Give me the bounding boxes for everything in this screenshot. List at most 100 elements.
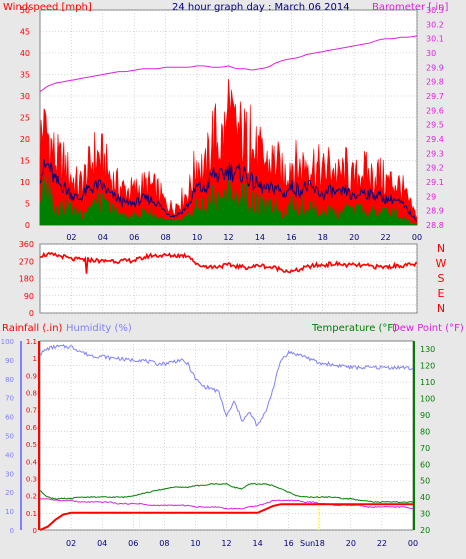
windspeed-tick-label: 45 xyxy=(20,28,30,37)
rainfall-tick-label: 0.6 xyxy=(26,424,38,432)
temperature-tick-label: 100 xyxy=(420,395,435,404)
compass-label-w: W xyxy=(436,257,447,270)
weather-time-tick-label: 06 xyxy=(128,539,138,548)
chart-title: 24 hour graph day : March 06 2014 xyxy=(172,2,350,13)
windspeed-tick-label: 10 xyxy=(20,178,30,187)
barometer-tick-label: 29.1 xyxy=(426,178,444,187)
weather-time-tick-label: 00 xyxy=(408,539,418,548)
rainfall-series xyxy=(39,503,413,531)
direction-grid xyxy=(40,243,418,314)
humidity-tick-label: 20 xyxy=(5,489,14,497)
barometer-tick-label: 29.6 xyxy=(426,106,444,115)
humidity-tick-label: 60 xyxy=(5,414,14,422)
humidity-axis-title: Humidity (%) xyxy=(66,323,132,334)
rainfall-tick-label: 1 xyxy=(33,355,37,363)
weather-time-tick-label: 22 xyxy=(377,539,387,548)
weather-time-tick-label: 18 xyxy=(315,539,325,548)
wind-time-tick-label: 02 xyxy=(66,233,76,242)
windspeed-tick-label: 35 xyxy=(20,71,30,80)
wind-time-tick-label: 00 xyxy=(412,233,422,242)
humidity-tick-labels: 0 10 20 30 40 50 60 70 80 90 100 xyxy=(1,338,14,535)
windspeed-tick-label: 30 xyxy=(20,92,30,101)
barometer-tick-label: 29.4 xyxy=(426,135,444,144)
rainfall-axis-title: Rainfall (.in) xyxy=(2,323,63,334)
humidity-tick-label: 70 xyxy=(5,395,14,403)
direction-tick-label: 360 xyxy=(19,240,34,249)
temperature-tick-label: 40 xyxy=(420,493,430,502)
direction-tick-label: 90 xyxy=(24,292,34,301)
compass-label-n: N xyxy=(437,302,445,315)
temperature-series xyxy=(39,482,414,504)
humidity-tick-label: 0 xyxy=(10,527,14,535)
rainfall-tick-label: 0.7 xyxy=(26,407,37,415)
rainfall-tick-label: 0.9 xyxy=(26,372,37,380)
wind-time-tick-label: 18 xyxy=(318,233,328,242)
rainfall-tick-label: 0.8 xyxy=(26,390,37,398)
wind-series xyxy=(39,35,418,226)
windspeed-tick-label: 50 xyxy=(20,6,30,15)
temperature-tick-labels: 20 30 40 50 60 70 80 90 100 110 120 130 xyxy=(420,345,435,535)
compass-label-s: S xyxy=(438,272,445,285)
rainfall-tick-label: 0.4 xyxy=(26,458,38,466)
wind-time-tick-label: 22 xyxy=(380,233,390,242)
barometer-tick-label: 28.8 xyxy=(426,221,444,230)
sun-annotation: Sun xyxy=(300,539,315,548)
windspeed-tick-label: 25 xyxy=(20,114,30,123)
wind-average-series xyxy=(39,159,418,222)
wind-gust-series xyxy=(39,78,418,226)
weather-time-tick-label: 08 xyxy=(159,539,169,548)
barometer-tick-label: 29.3 xyxy=(426,149,444,158)
weather-time-tick-label: 16 xyxy=(284,539,294,548)
direction-tick-label: 180 xyxy=(19,275,34,284)
rainfall-tick-label: 0.2 xyxy=(26,493,37,501)
barometer-tick-label: 30.3 xyxy=(426,6,444,15)
barometer-tick-label: 29.9 xyxy=(426,63,444,72)
windspeed-tick-label: 40 xyxy=(20,49,30,58)
barometer-series xyxy=(39,35,418,93)
barometer-tick-label: 29.5 xyxy=(426,121,444,130)
temperature-tick-label: 130 xyxy=(420,345,435,354)
windspeed-axis-title: Windspeed [mph] xyxy=(3,2,92,13)
weather-time-tick-label: 02 xyxy=(66,539,76,548)
barometer-tick-label: 29.7 xyxy=(426,92,444,101)
weather-series xyxy=(39,343,414,531)
direction-tick-labels: 0 90 180 270 360 xyxy=(19,240,34,318)
wind-time-tick-label: 06 xyxy=(129,233,139,242)
direction-series-line xyxy=(39,251,418,274)
weather-time-tick-label: 12 xyxy=(221,539,231,548)
windspeed-tick-label: 5 xyxy=(25,200,30,209)
wind-time-tick-label: 10 xyxy=(192,233,202,242)
barometer-tick-label: 30.2 xyxy=(426,20,444,29)
humidity-tick-label: 40 xyxy=(5,451,14,459)
weather-time-tick-label: 04 xyxy=(97,539,107,548)
direction-tick-label: 0 xyxy=(29,309,34,318)
direction-series xyxy=(39,251,418,274)
wind-time-tick-label: 08 xyxy=(161,233,171,242)
windspeed-tick-labels: 0 5 10 15 20 25 30 35 40 45 50 xyxy=(20,6,30,230)
humidity-tick-label: 100 xyxy=(1,338,14,346)
rainfall-tick-labels: 0 0.1 0.2 0.3 0.4 0.5 0.6 0.7 0.8 0.9 1 1.1 xyxy=(26,338,38,535)
temperature-tick-label: 110 xyxy=(420,378,435,387)
temperature-tick-label: 50 xyxy=(420,477,430,486)
rainfall-tick-label: 0.5 xyxy=(26,441,37,449)
barometer-tick-label: 29.2 xyxy=(426,164,444,173)
temperature-tick-label: 30 xyxy=(420,510,430,519)
temperature-tick-label: 20 xyxy=(420,526,430,535)
rainfall-tick-label: 1.1 xyxy=(26,338,37,346)
wind-time-tick-labels: 02 04 06 08 10 12 14 16 18 20 22 00 xyxy=(66,233,422,242)
wind-time-tick-label: 04 xyxy=(98,233,108,242)
wind-time-tick-label: 16 xyxy=(286,233,296,242)
temperature-tick-label: 80 xyxy=(420,427,430,436)
rainfall-tick-label: 0.3 xyxy=(26,475,37,483)
humidity-tick-label: 80 xyxy=(5,376,14,384)
direction-plot-area xyxy=(39,243,418,314)
humidity-tick-label: 50 xyxy=(5,433,14,441)
compass-label-n: N xyxy=(437,242,445,255)
temperature-tick-label: 60 xyxy=(420,460,430,469)
windspeed-tick-label: 15 xyxy=(20,157,30,166)
temperature-tick-label: 90 xyxy=(420,411,430,420)
humidity-tick-label: 10 xyxy=(5,508,14,516)
